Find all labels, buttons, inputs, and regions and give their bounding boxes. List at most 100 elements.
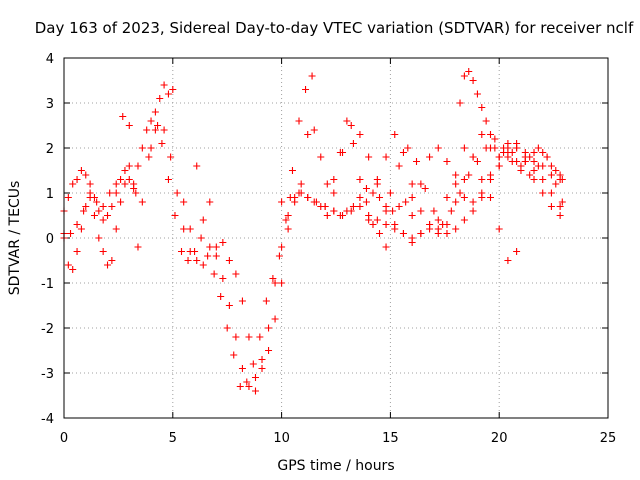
data-point: [356, 203, 364, 210]
data-point: [297, 180, 305, 188]
data-point: [365, 216, 373, 224]
data-point: [495, 153, 503, 161]
data-point: [456, 189, 464, 197]
data-point: [460, 144, 468, 152]
data-point: [291, 198, 299, 206]
data-point: [310, 126, 318, 134]
data-point: [158, 140, 166, 147]
grid-lines: [64, 58, 608, 418]
data-point: [552, 167, 560, 174]
data-point: [99, 248, 107, 255]
data-point: [147, 117, 155, 125]
data-point: [125, 122, 133, 129]
data-point: [197, 234, 205, 242]
data-point: [382, 221, 390, 228]
data-point: [321, 203, 329, 210]
data-point: [482, 144, 490, 152]
data-point: [478, 104, 486, 111]
data-point: [112, 189, 120, 197]
data-point: [249, 360, 257, 368]
data-point: [399, 149, 407, 156]
data-point: [125, 176, 133, 183]
data-point: [434, 144, 442, 152]
series-arc-e: [180, 117, 390, 381]
data-point: [317, 153, 325, 161]
data-point: [295, 189, 303, 197]
y-axis-label: SDTVAR / TECUs: [7, 181, 23, 296]
data-point: [82, 203, 90, 210]
data-point: [147, 144, 155, 152]
data-point: [460, 216, 468, 224]
data-point: [539, 149, 547, 156]
plot-frame: [63, 57, 609, 419]
data-point: [134, 243, 142, 251]
data-point: [282, 216, 290, 224]
data-point: [376, 230, 384, 237]
data-point: [73, 248, 81, 255]
data-point: [469, 77, 477, 84]
data-point: [500, 149, 508, 156]
data-point: [125, 162, 133, 170]
data-point: [69, 266, 77, 273]
data-point: [508, 149, 516, 156]
data-point: [151, 108, 159, 116]
data-point: [417, 180, 425, 188]
data-point: [284, 212, 292, 219]
data-point: [460, 72, 468, 80]
data-point: [465, 68, 473, 75]
data-point: [193, 257, 201, 264]
data-point: [417, 230, 425, 237]
data-point: [178, 248, 186, 255]
data-point: [278, 243, 286, 251]
data-point: [547, 189, 555, 197]
data-point: [426, 153, 434, 161]
data-point: [404, 144, 412, 152]
data-point: [156, 95, 164, 102]
data-point: [469, 153, 477, 161]
data-point: [302, 86, 310, 93]
data-point: [95, 207, 103, 215]
x-tick-label: 15: [382, 431, 399, 446]
data-point: [473, 158, 481, 165]
data-point: [356, 176, 364, 183]
x-tick-label: 0: [60, 431, 68, 446]
data-point: [108, 257, 116, 264]
data-point: [486, 171, 494, 179]
data-point: [64, 261, 72, 269]
data-point: [323, 212, 331, 219]
data-point: [238, 365, 246, 372]
data-point: [258, 356, 266, 363]
data-point: [456, 99, 464, 107]
data-point: [130, 180, 138, 188]
data-point: [312, 198, 320, 206]
data-point: [265, 324, 273, 332]
data-point: [256, 333, 264, 341]
data-point: [526, 153, 534, 161]
x-tick-label: 10: [273, 431, 290, 446]
data-point: [271, 315, 279, 323]
data-point: [238, 297, 246, 305]
data-point: [330, 189, 338, 197]
data-point: [530, 167, 538, 174]
data-point: [245, 383, 253, 390]
data-point: [482, 117, 490, 125]
data-point: [539, 176, 547, 183]
data-point: [232, 270, 240, 278]
data-point: [547, 171, 555, 179]
data-point: [164, 176, 172, 183]
series-arc-h: [365, 131, 564, 237]
data-point: [408, 212, 416, 219]
data-point: [556, 203, 564, 210]
data-point: [469, 198, 477, 206]
data-point: [138, 198, 146, 206]
data-point: [504, 257, 512, 264]
data-point: [408, 194, 416, 201]
data-point: [513, 158, 521, 165]
data-point: [265, 347, 273, 354]
data-point: [86, 180, 94, 188]
data-point: [243, 378, 251, 386]
y-tick-labels: -4 -3 -2 -1 0 1 2 3 4: [41, 52, 54, 427]
data-point: [426, 221, 434, 228]
data-point: [543, 153, 551, 161]
data-point: [80, 207, 88, 215]
